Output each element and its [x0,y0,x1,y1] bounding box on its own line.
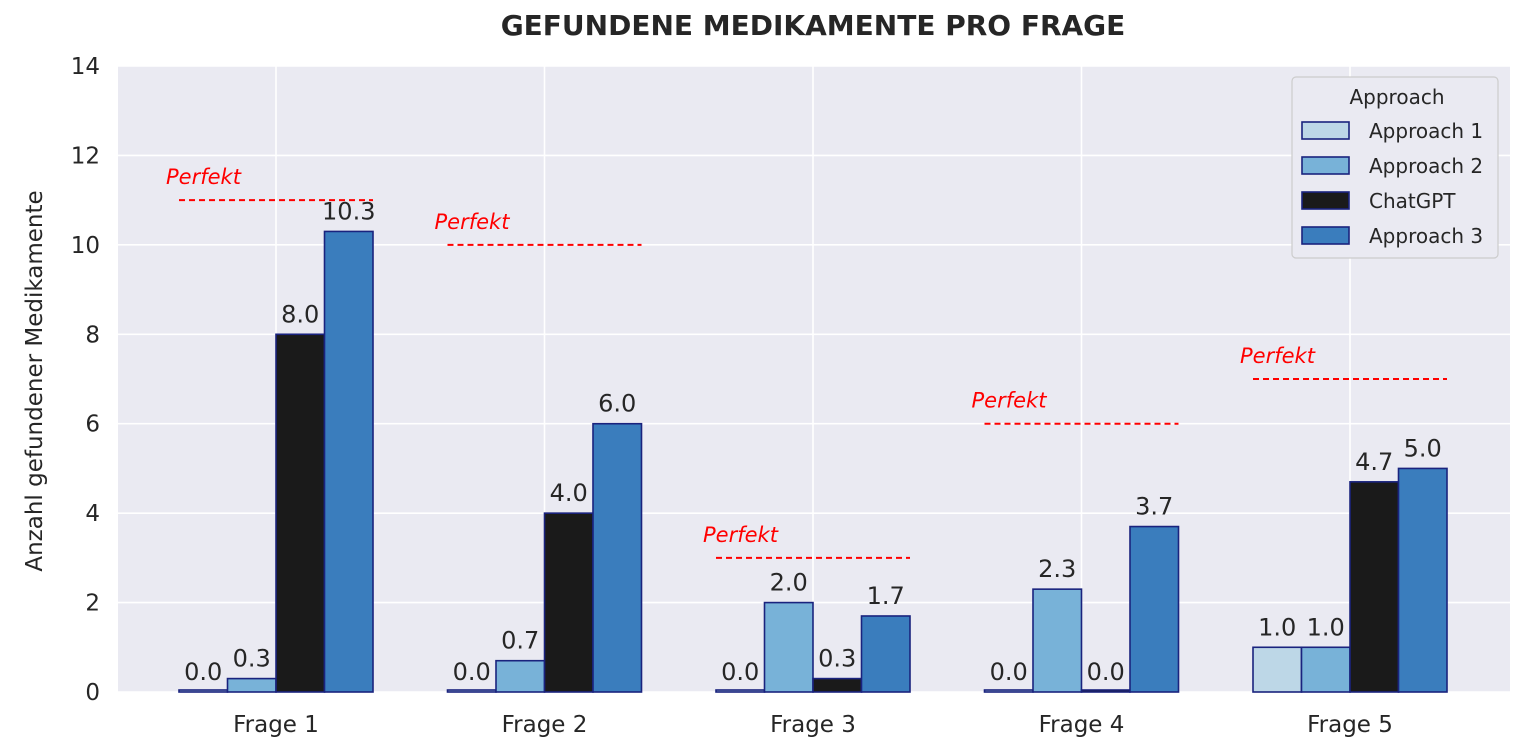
bar-approach-1 [1252,646,1303,693]
bar-value-label: 0.7 [501,627,539,655]
legend-swatch [1301,156,1350,175]
bar-value-label: 2.3 [1038,555,1076,583]
x-tick-label: Frage 3 [770,712,856,738]
bar-value-label: 6.0 [598,390,636,418]
x-tick-label: Frage 1 [233,712,319,738]
bar-value-label: 0.0 [990,658,1028,686]
y-tick-label: 6 [85,412,100,438]
y-tick-label: 0 [85,680,100,706]
perfekt-reference-lines: Perfekt Perfekt Perfekt Perfekt Perfekt [166,165,1447,559]
bar-approach-2 [1300,646,1351,693]
bar-approach-1 [178,689,229,693]
bar-approach-2 [495,659,546,693]
bar-value-label: 5.0 [1404,434,1442,462]
x-tick-labels: Frage 1 Frage 2 Frage 3 Frage 4 Frage 5 [233,712,1393,738]
chart-title: GEFUNDENE MEDIKAMENTE PRO FRAGE [501,9,1126,42]
bar-approach-2 [226,677,277,693]
bar-value-label: 3.7 [1135,493,1173,521]
perfekt-label: Perfekt [972,389,1048,413]
bar-value-label: 1.7 [867,582,905,610]
bar-labels: 0.0 0.0 0.0 0.0 1.0 0.3 0.7 2.0 2.3 1.0 8.0 4.0 0.3 0… [184,197,1442,686]
legend-swatch [1301,191,1350,210]
bar-value-label: 0.0 [1087,658,1125,686]
bar-value-label: 10.3 [322,197,375,225]
legend-swatch [1301,226,1350,245]
legend-entry-label: ChatGPT [1369,189,1456,213]
y-tick-label: 8 [85,322,100,348]
y-tick-label: 10 [71,233,100,259]
bar-value-label: 2.0 [770,569,808,597]
bar-value-label: 0.0 [184,658,222,686]
x-tick-label: Frage 5 [1307,712,1393,738]
y-tick-label: 12 [71,143,100,169]
bar-value-label: 0.3 [233,645,271,673]
bar-approach-3 [592,422,643,693]
y-tick-labels: 0 2 4 6 8 10 12 14 [71,54,100,706]
y-tick-label: 14 [71,54,100,80]
bar-value-label: 4.0 [550,479,588,507]
y-tick-label: 2 [85,591,100,617]
bar-value-label: 4.7 [1355,448,1393,476]
legend-entry-label: Approach 2 [1369,154,1483,178]
bar-approach-3 [860,615,911,693]
bar-approach-1 [715,689,766,693]
y-tick-label: 4 [85,501,100,527]
legend: Approach Approach 1 Approach 2 ChatGPT Appro… [1291,76,1499,259]
legend-swatch [1301,121,1350,140]
perfekt-label: Perfekt [435,210,511,234]
bar-approach-3 [1397,467,1448,693]
bars [178,230,1448,693]
bar-value-label: 0.0 [721,658,759,686]
bar-approach-1 [446,689,497,693]
y-axis-label: Anzahl gefundener Medikamente [22,190,48,571]
bar-chatgpt [1349,481,1400,693]
legend-entry-label: Approach 1 [1369,119,1483,143]
bar-approach-2 [763,601,814,693]
perfekt-label: Perfekt [166,165,242,189]
bar-value-label: 1.0 [1307,613,1345,641]
legend-entry-label: Approach 3 [1369,224,1483,248]
bar-value-label: 8.0 [281,300,319,328]
x-tick-label: Frage 4 [1039,712,1125,738]
bar-value-label: 1.0 [1258,613,1296,641]
bar-chatgpt [275,333,326,693]
bar-approach-3 [323,230,374,693]
bar-approach-2 [1032,588,1083,693]
perfekt-label: Perfekt [703,523,779,547]
bar-value-label: 0.3 [818,645,856,673]
bar-chatgpt [543,512,594,693]
bar-approach-3 [1129,525,1180,693]
legend-title: Approach [1349,85,1444,109]
x-tick-label: Frage 2 [502,712,588,738]
bar-approach-1 [983,689,1034,693]
bar-chatgpt [812,677,863,693]
bar-value-label: 0.0 [453,658,491,686]
perfekt-label: Perfekt [1240,344,1316,368]
bar-chatgpt [1080,689,1131,693]
